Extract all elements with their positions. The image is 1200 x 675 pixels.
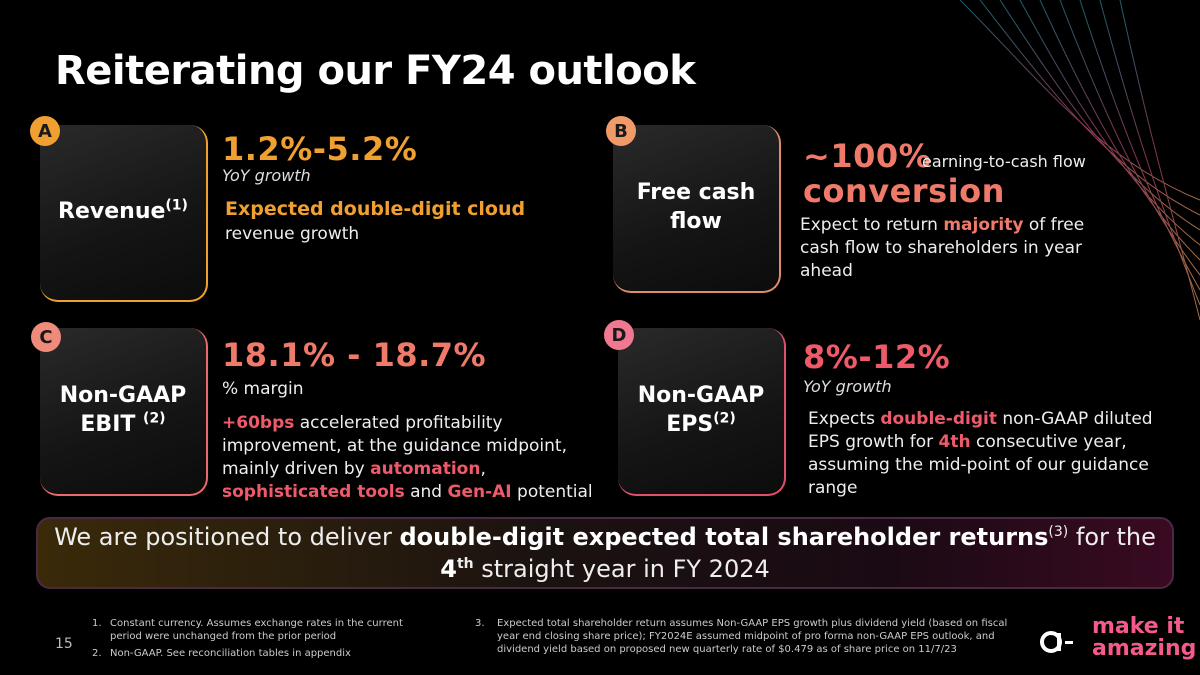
banner-bold-1: double-digit expected total shareholder … [399,523,1049,551]
eps-text-2: non-GAAP diluted EPS growth for [808,409,1153,452]
decorative-swirl-graphic [959,0,1200,320]
card-eps-label-2: EPS [666,412,714,437]
revenue-sub: YoY growth [222,166,311,185]
ebit-hl-2: automation [370,458,481,479]
fcf-value-line2: conversion [803,172,1005,210]
card-non-gaap-eps: Non-GAAP EPS(2) [618,328,786,496]
badge-b: B [606,116,636,146]
ebit-text-3: and [404,481,448,502]
revenue-description: Expected double-digit cloud revenue grow… [225,197,585,246]
banner-text-3: straight year in FY 2024 [473,555,770,584]
card-non-gaap-ebit: Non-GAAP EBIT (2) [40,328,208,496]
badge-c: C [31,322,61,352]
card-fcf-label-2: flow [670,209,722,234]
eps-text-1: Expects [808,409,881,429]
revenue-text: revenue growth [225,223,360,244]
badge-d: D [604,320,634,350]
card-free-cash-flow: Free cash flow [613,125,781,293]
footnote-3: 3. Expected total shareholder return assu… [475,617,1020,656]
card-ebit-label-2: EBIT [80,412,144,437]
footnote-2: 2. Non-GAAP. See reconciliation tables in… [92,648,351,659]
footnote-ref: (2) [713,410,736,427]
footnote-ref: (2) [143,410,166,427]
fcf-value: ~100% [803,137,932,175]
revenue-value: 1.2%-5.2% [222,130,418,168]
ebit-description: +60bps accelerated profitability improve… [222,412,594,504]
logo-icon [1040,631,1073,653]
eps-value: 8%-12% [803,338,951,376]
footnote-1: 1. Constant currency. Assumes exchange ra… [92,617,412,643]
card-fcf-label-1: Free cash [636,180,756,206]
footnote-3-text: Expected total shareholder return assume… [497,618,1008,655]
ebit-text-2: , [480,458,486,479]
badge-a: A [30,116,60,146]
ebit-text-4: potential [511,481,593,502]
eps-sub: YoY growth [803,377,892,396]
eps-hl-2: 4th [938,431,971,452]
revenue-highlight: Expected double-digit cloud [225,198,526,220]
ebit-hl-3: sophisticated tools [222,481,405,502]
logo-line-1: make it [1092,614,1185,639]
fcf-highlight: majority [943,215,1024,235]
tsr-banner: We are positioned to deliver double-digi… [36,517,1174,589]
footnote-1-text: Constant currency. Assumes exchange rate… [110,618,403,642]
logo-tagline: make it amazing [1092,616,1196,660]
ebit-text-1: accelerated profitability improvement, a… [222,413,567,479]
banner-text-1: We are positioned to deliver [54,523,400,551]
footnote-ref: (1) [165,197,188,214]
page-title: Reiterating our FY24 outlook [55,48,696,94]
card-revenue-label: Revenue [58,199,166,225]
eps-description: Expects double-digit non-GAAP diluted EP… [808,408,1153,500]
fcf-text-2: of free cash flow to shareholders in yea… [800,215,1085,281]
fcf-description: Expect to return majority of free cash f… [800,214,1100,283]
ebit-hl-4: Gen-AI [447,481,512,502]
footnote-2-text: Non-GAAP. See reconciliation tables in a… [110,648,351,659]
fcf-text-1: Expect to return [800,215,944,235]
page-number: 15 [55,636,73,652]
banner-sup-2: th [456,556,474,573]
ebit-value: 18.1% - 18.7% [222,336,487,374]
eps-hl-1: double-digit [880,409,997,429]
card-revenue: Revenue(1) [40,125,208,302]
ebit-sub: % margin [222,379,304,399]
card-ebit-label-1: Non-GAAP [59,383,187,409]
card-eps-label-1: Non-GAAP [637,383,765,409]
eps-text-3: consecutive year, assuming the mid-point… [808,431,1149,498]
ebit-hl-1: +60bps [222,413,295,433]
banner-text-2: for the [1068,523,1156,551]
footnote-ref: (3) [1048,524,1069,540]
banner-bold-2: 4 [440,555,457,584]
logo-line-2: amazing [1092,636,1197,661]
fcf-value-suffix: earning-to-cash flow [922,152,1086,171]
